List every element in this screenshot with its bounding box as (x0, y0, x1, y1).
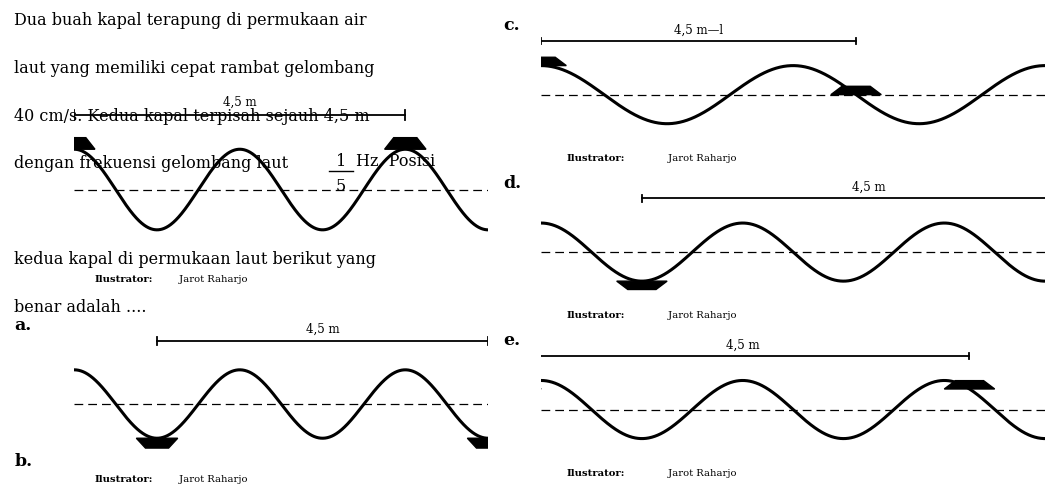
Polygon shape (136, 438, 178, 448)
Text: Hz. Posisi: Hz. Posisi (356, 153, 435, 170)
Text: 5: 5 (335, 178, 346, 195)
Polygon shape (616, 281, 667, 289)
Text: 4,5 m: 4,5 m (726, 338, 760, 351)
Text: benar adalah ....: benar adalah .... (15, 299, 147, 316)
Text: Ilustrator:: Ilustrator: (95, 275, 154, 284)
Text: 4,5 m: 4,5 m (306, 323, 340, 336)
Text: Ilustrator:: Ilustrator: (567, 154, 625, 163)
Text: Jarot Raharjo: Jarot Raharjo (664, 154, 736, 163)
Text: laut yang memiliki cepat rambat gelombang: laut yang memiliki cepat rambat gelomban… (15, 60, 375, 77)
Text: Jarot Raharjo: Jarot Raharjo (664, 311, 736, 320)
Text: Jarot Raharjo: Jarot Raharjo (176, 275, 247, 284)
Text: Jarot Raharjo: Jarot Raharjo (176, 475, 247, 485)
Text: dengan frekuensi gelombang laut: dengan frekuensi gelombang laut (15, 155, 289, 173)
Polygon shape (831, 86, 882, 94)
Text: Ilustrator:: Ilustrator: (567, 469, 625, 478)
Text: e.: e. (503, 332, 520, 349)
Text: Ilustrator:: Ilustrator: (567, 311, 625, 320)
Text: 40 cm/s. Kedua kapal terpisah sejauh 4,5 m: 40 cm/s. Kedua kapal terpisah sejauh 4,5… (15, 108, 370, 125)
Text: d.: d. (503, 175, 521, 192)
Text: 4,5 m: 4,5 m (852, 181, 886, 194)
Text: Dua buah kapal terapung di permukaan air: Dua buah kapal terapung di permukaan air (15, 12, 367, 30)
Polygon shape (384, 138, 425, 149)
Text: c.: c. (503, 17, 520, 34)
Text: Ilustrator:: Ilustrator: (95, 475, 154, 485)
Text: 1: 1 (335, 153, 346, 170)
Polygon shape (490, 381, 541, 389)
Polygon shape (54, 138, 95, 149)
Text: 4,5 m—l: 4,5 m—l (674, 24, 724, 36)
Polygon shape (516, 57, 567, 65)
Text: Jarot Raharjo: Jarot Raharjo (664, 469, 736, 478)
Text: a.: a. (15, 317, 32, 335)
Text: 4,5 m: 4,5 m (223, 96, 257, 109)
Polygon shape (944, 381, 995, 389)
Polygon shape (467, 438, 509, 448)
Text: b.: b. (15, 453, 33, 470)
Text: kedua kapal di permukaan laut berikut yang: kedua kapal di permukaan laut berikut ya… (15, 251, 377, 268)
